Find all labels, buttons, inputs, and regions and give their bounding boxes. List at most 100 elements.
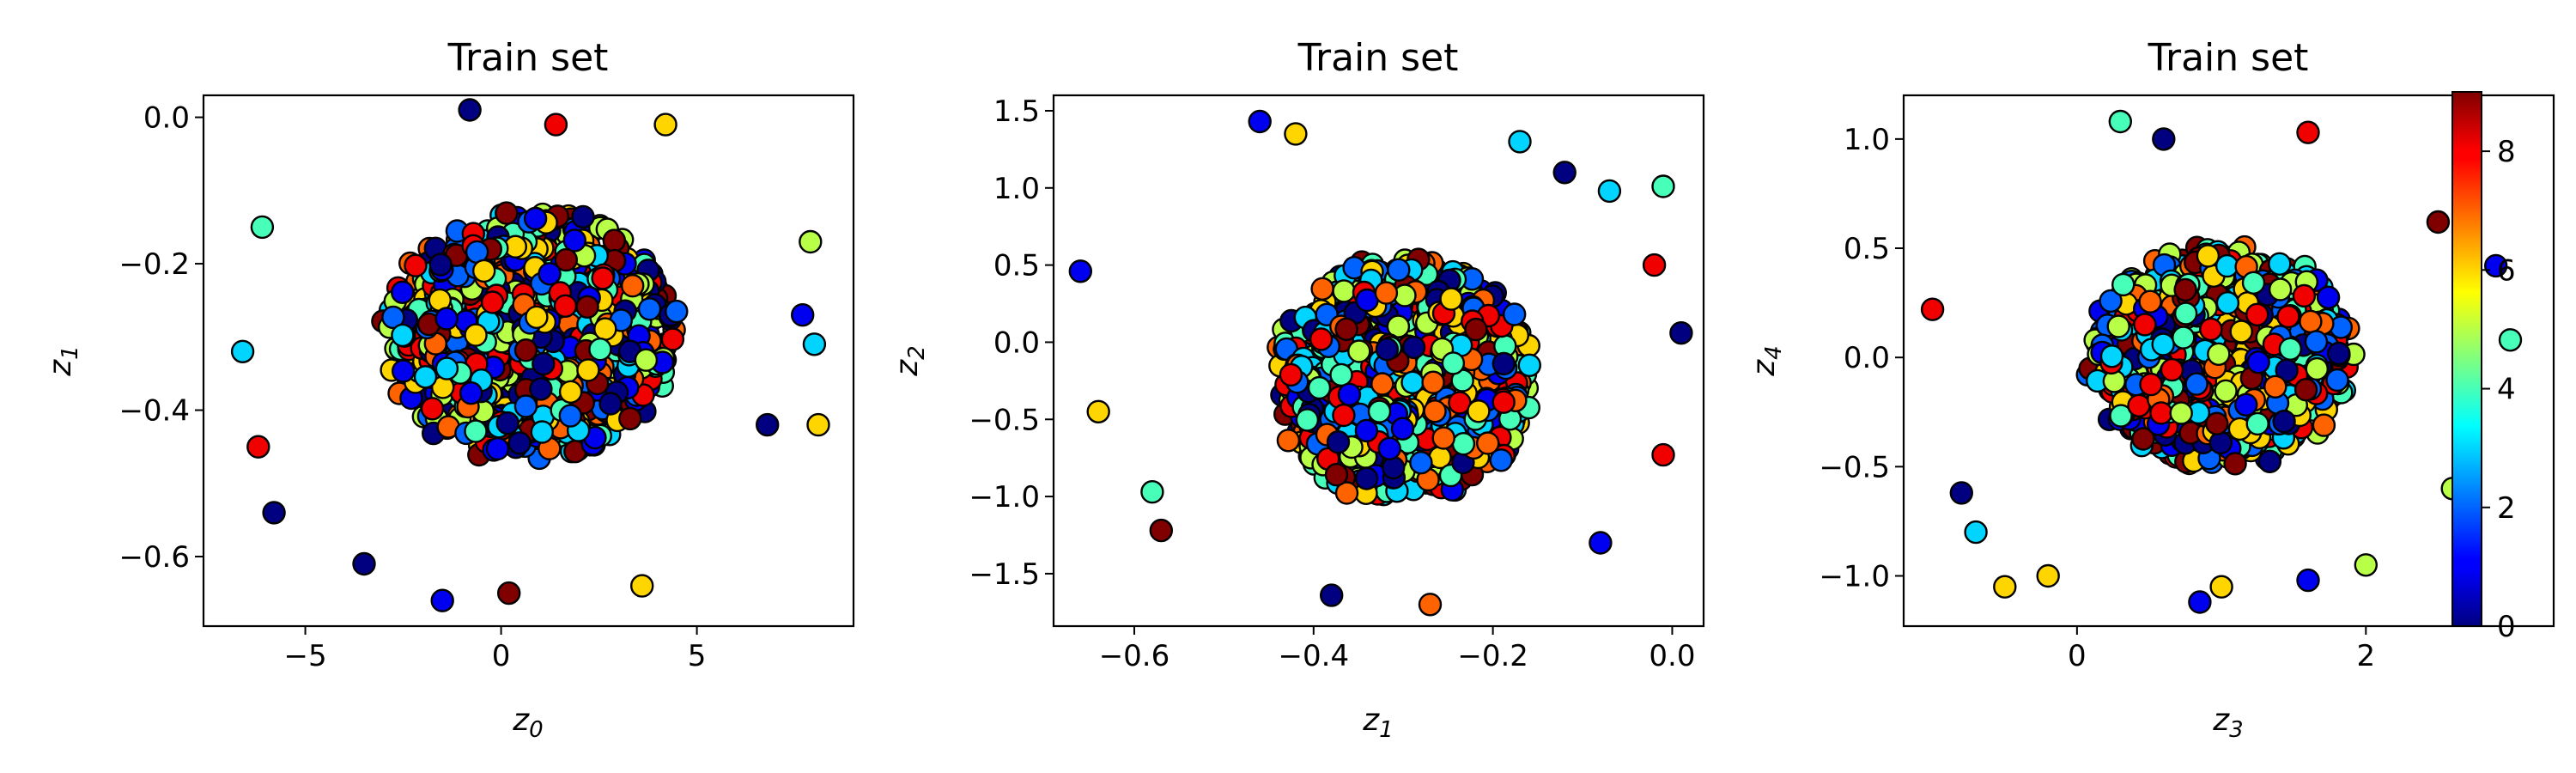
data-point	[621, 274, 645, 298]
data-point	[1387, 258, 1411, 282]
data-point	[558, 380, 583, 404]
data-point	[593, 317, 617, 341]
axes-frame	[1052, 94, 1705, 628]
y-ticks: 1.51.00.50.0−0.5−1.0−1.5	[969, 94, 1054, 592]
data-point	[485, 436, 510, 461]
data-point	[434, 356, 459, 380]
data-point	[544, 113, 568, 137]
data-point	[1309, 327, 1334, 351]
data-point	[2246, 350, 2270, 374]
data-point	[653, 113, 677, 137]
data-point	[1337, 382, 1362, 406]
data-point	[2133, 313, 2157, 337]
data-point	[2173, 301, 2198, 326]
data-point	[538, 262, 562, 286]
data-point	[1451, 432, 1476, 456]
data-point	[513, 394, 538, 418]
data-point	[2296, 120, 2320, 144]
data-point	[1464, 317, 1488, 342]
data-point	[1377, 436, 1401, 460]
data-point	[529, 377, 553, 401]
data-point	[2263, 374, 2287, 399]
y-tick-label: −1.0	[969, 480, 1040, 514]
data-point	[2316, 285, 2341, 309]
data-point	[413, 365, 438, 389]
data-point	[618, 406, 642, 431]
x-axis-label: z0	[512, 703, 543, 743]
data-point	[2229, 320, 2253, 344]
data-point	[2241, 271, 2266, 295]
data-point	[634, 348, 659, 372]
data-point	[2160, 357, 2184, 382]
data-point	[630, 574, 654, 598]
data-point	[1332, 403, 1356, 428]
data-point	[1589, 531, 1613, 555]
data-point	[430, 588, 454, 612]
y-tick-label: −1.5	[969, 557, 1040, 592]
data-point	[404, 253, 428, 277]
data-point	[2327, 341, 2351, 366]
data-point	[1475, 431, 1500, 455]
data-point	[1400, 370, 1425, 394]
data-point	[1295, 408, 1320, 432]
data-point	[2108, 109, 2133, 134]
panel-title: Train set	[1297, 36, 1459, 80]
data-point	[1489, 448, 1513, 472]
data-point	[497, 581, 521, 606]
x-tick-label: −0.6	[1099, 639, 1170, 673]
data-point	[2299, 309, 2323, 334]
data-point	[250, 215, 275, 240]
colorbar-tick-label: 4	[2497, 373, 2516, 407]
y-tick-label: 1.0	[993, 172, 1040, 206]
x-axis-label: z3	[2212, 703, 2243, 743]
data-point	[598, 392, 623, 416]
x-ticks: −5 0 5	[284, 626, 707, 673]
data-point	[1068, 259, 1093, 283]
data-point	[791, 303, 815, 327]
data-point	[588, 338, 612, 362]
data-point	[637, 297, 662, 321]
y-tick-label: −0.5	[969, 403, 1040, 437]
data-point	[1326, 430, 1351, 454]
y-tick-label: 1.5	[993, 94, 1040, 129]
y-axis-label: z1	[43, 345, 83, 376]
data-point	[352, 551, 376, 576]
data-point	[2111, 272, 2136, 297]
data-point	[2138, 289, 2162, 313]
data-point	[1276, 429, 1301, 453]
data-point	[2127, 393, 2151, 417]
data-point	[799, 229, 823, 254]
data-point	[420, 397, 445, 421]
data-point	[1329, 362, 1353, 387]
data-point	[480, 290, 505, 314]
data-point	[2188, 590, 2212, 614]
y-ticks: 1.00.50.0−0.5−1.0	[1819, 123, 1904, 594]
data-point	[2245, 411, 2269, 436]
data-point	[1409, 451, 1433, 475]
data-point	[553, 294, 578, 318]
data-point	[2184, 372, 2208, 396]
points-layer	[230, 98, 830, 612]
data-point	[2354, 553, 2379, 577]
data-point	[1370, 372, 1394, 396]
data-point	[1964, 520, 1988, 545]
data-point	[1354, 418, 1379, 443]
data-point	[2209, 575, 2233, 599]
scatter-panel-1: Train set −5 0 5 0.0−0.2−0.4−0.6 z0 z1	[43, 36, 855, 743]
x-tick-label: 5	[688, 639, 707, 673]
data-point	[1418, 593, 1443, 617]
data-point	[391, 323, 415, 348]
data-point	[1949, 481, 1974, 505]
y-axis-label: z2	[890, 345, 930, 376]
data-point	[802, 332, 827, 356]
points-layer	[1068, 109, 1693, 617]
data-point	[2151, 332, 2175, 356]
data-point	[2293, 378, 2318, 402]
data-point	[591, 266, 615, 290]
data-point	[1920, 297, 1945, 321]
data-point	[1390, 417, 1415, 441]
data-point	[459, 381, 483, 405]
data-point	[1354, 466, 1379, 490]
data-point	[1642, 253, 1667, 277]
